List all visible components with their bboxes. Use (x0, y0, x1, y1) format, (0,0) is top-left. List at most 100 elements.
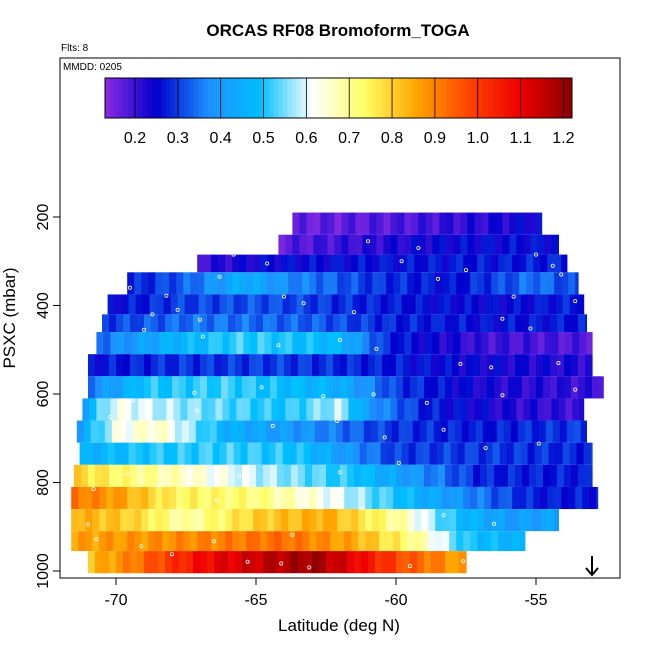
heatmap-cell (354, 551, 362, 574)
heatmap-cell (333, 376, 341, 399)
sample-point (86, 522, 91, 527)
heatmap-cell (523, 234, 531, 255)
heatmap-cell (372, 272, 380, 295)
heatmap-cell (316, 254, 324, 273)
colorbar-swatch (506, 78, 512, 118)
heatmap-cell (454, 420, 463, 443)
heatmap-cell (578, 464, 586, 487)
colorbar-swatch (245, 78, 251, 118)
heatmap-cell (141, 509, 149, 532)
heatmap-cell (368, 464, 376, 487)
colorbar-swatch (501, 78, 508, 118)
heatmap-cell (120, 509, 128, 532)
heatmap-cell (144, 314, 152, 333)
heatmap-cell (190, 531, 198, 552)
heatmap-cell (155, 486, 163, 510)
heatmap-cell (218, 531, 226, 552)
heatmap-cell (428, 254, 436, 273)
heatmap-cell (302, 531, 310, 552)
heatmap-cell (176, 272, 184, 295)
sample-point (164, 293, 169, 298)
heatmap-cell (96, 398, 104, 421)
heatmap-cell (249, 376, 257, 399)
heatmap-cell (445, 314, 453, 333)
heatmap-cell (520, 442, 529, 465)
heatmap-cell (211, 254, 219, 273)
heatmap-cell (180, 398, 188, 421)
heatmap-cell (583, 442, 592, 465)
heatmap-cell (179, 464, 187, 487)
heatmap-cell (81, 464, 89, 487)
heatmap-cell (505, 531, 513, 552)
heatmap-cell (274, 486, 282, 510)
heatmap-cell (582, 486, 590, 510)
heatmap-cell (230, 420, 239, 443)
heatmap-cell (443, 294, 452, 315)
heatmap-cell (237, 420, 246, 443)
heatmap-cell (274, 254, 282, 273)
heatmap-cell (190, 272, 198, 295)
heatmap-cell (299, 234, 307, 255)
heatmap-cell (456, 254, 464, 273)
heatmap-cell (359, 294, 368, 315)
sample-point (200, 334, 205, 339)
heatmap-cell (477, 509, 485, 532)
heatmap-cell (321, 420, 330, 443)
heatmap-cell (109, 464, 117, 487)
heatmap-cell (536, 314, 544, 333)
heatmap-cell (424, 354, 432, 377)
heatmap-cell (354, 376, 362, 399)
heatmap-cell (482, 420, 491, 443)
heatmap-cell (456, 509, 464, 532)
heatmap-cell (436, 442, 445, 465)
heatmap-cell (380, 442, 389, 465)
heatmap-cell (285, 332, 293, 355)
colorbar-swatch (184, 78, 190, 118)
heatmap-cell (348, 332, 356, 355)
heatmap-cell (487, 314, 495, 333)
sample-point (127, 285, 132, 290)
heatmap-cell (540, 272, 548, 295)
heatmap-cell (467, 234, 475, 255)
sample-point (500, 316, 505, 321)
heatmap-cell (130, 551, 138, 574)
heatmap-cell (564, 314, 572, 333)
heatmap-cell (442, 509, 450, 532)
heatmap-cell (162, 272, 170, 295)
heatmap-cell (239, 509, 247, 532)
heatmap-cell (439, 332, 447, 355)
heatmap-cell (306, 212, 314, 235)
heatmap-cell (106, 509, 114, 532)
sample-point (108, 414, 113, 419)
heatmap-cell (179, 376, 187, 399)
colorbar-swatch (203, 78, 209, 118)
heatmap-cell (291, 464, 299, 487)
heatmap-cell (249, 464, 257, 487)
heatmap-cell (306, 398, 314, 421)
x-tick-label: -55 (524, 592, 547, 609)
heatmap-cell (410, 354, 418, 377)
heatmap-cell (575, 272, 579, 295)
heatmap-cell (431, 314, 439, 333)
heatmap-cell (523, 332, 531, 355)
heatmap-cell (408, 294, 417, 315)
heatmap-cell (354, 314, 362, 333)
colorbar-swatch (557, 78, 564, 118)
heatmap-cell (165, 464, 173, 487)
heatmap-cell (376, 212, 384, 235)
heatmap-cell (162, 509, 170, 532)
heatmap-cell (184, 442, 193, 465)
heatmap-cell (403, 551, 411, 574)
heatmap-cell (165, 551, 173, 574)
heatmap-cell (491, 531, 499, 552)
heatmap-cell (309, 254, 317, 273)
heatmap-cell (134, 531, 142, 552)
heatmap-cell (418, 234, 426, 255)
heatmap-cell (579, 332, 587, 355)
heatmap-cell (333, 551, 341, 574)
heatmap-cell (512, 531, 520, 552)
heatmap-cell (179, 314, 187, 333)
heatmap-cell (522, 464, 530, 487)
colorbar-tick-labels: 0.2 0.3 0.4 0.5 0.6 0.7 0.8 0.9 1.0 1.1 1.2 (124, 130, 575, 147)
heatmap-cell (176, 531, 184, 552)
